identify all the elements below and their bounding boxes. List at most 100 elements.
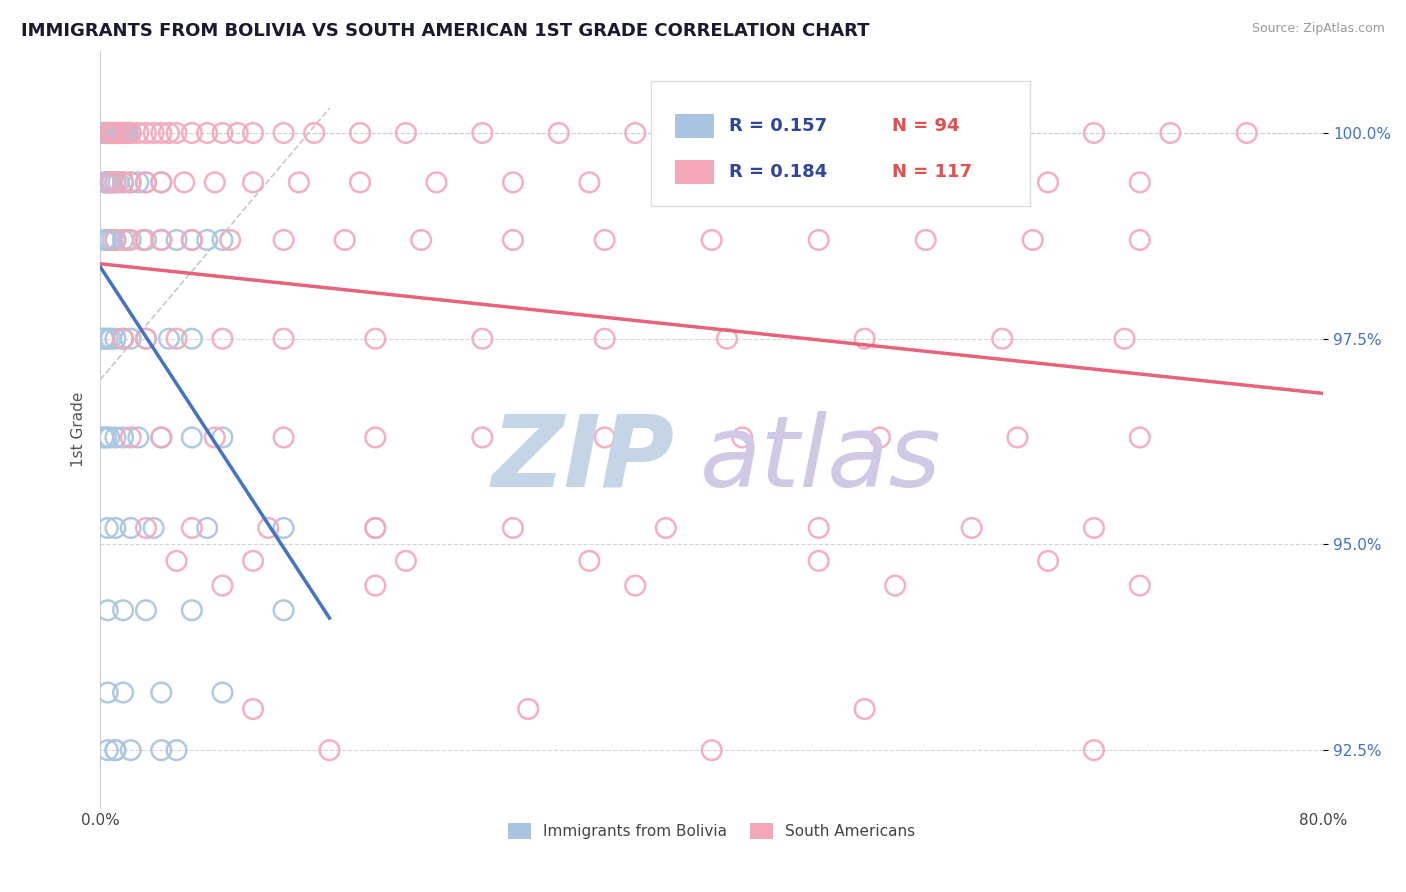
Point — [166, 743, 188, 757]
Point — [98, 175, 121, 189]
Point — [100, 126, 122, 140]
Point — [219, 233, 242, 247]
Point — [112, 175, 135, 189]
Point — [180, 233, 202, 247]
Point — [100, 175, 122, 189]
Point — [242, 126, 264, 140]
Point — [117, 126, 139, 140]
Point — [120, 233, 142, 247]
Text: R = 0.157: R = 0.157 — [728, 118, 827, 136]
Point — [100, 126, 122, 140]
Point — [166, 332, 188, 346]
Point — [104, 126, 127, 140]
Point — [853, 175, 876, 189]
Point — [364, 521, 387, 535]
Point — [853, 702, 876, 716]
Point — [108, 126, 131, 140]
Point — [471, 332, 494, 346]
Point — [98, 126, 121, 140]
Point — [1022, 233, 1045, 247]
Point — [135, 521, 157, 535]
Point — [273, 233, 295, 247]
Bar — [675, 160, 714, 184]
Point — [166, 233, 188, 247]
Point — [101, 126, 124, 140]
Point — [120, 126, 142, 140]
Text: atlas: atlas — [699, 411, 941, 508]
Point — [578, 175, 600, 189]
Point — [547, 126, 569, 140]
Point — [150, 430, 173, 444]
Point — [112, 126, 135, 140]
Point — [100, 332, 122, 346]
Y-axis label: 1st Grade: 1st Grade — [72, 392, 86, 467]
Point — [1083, 521, 1105, 535]
Point — [700, 233, 723, 247]
Point — [157, 332, 180, 346]
Text: N = 117: N = 117 — [891, 163, 972, 181]
Point — [624, 126, 647, 140]
Point — [173, 175, 195, 189]
Text: ZIP: ZIP — [492, 411, 675, 508]
Point — [211, 332, 233, 346]
Point — [929, 126, 952, 140]
Point — [97, 126, 120, 140]
Point — [1036, 175, 1059, 189]
Point — [96, 430, 118, 444]
Point — [98, 126, 121, 140]
Point — [101, 175, 124, 189]
Point — [1129, 430, 1152, 444]
Point — [117, 126, 139, 140]
Point — [273, 126, 295, 140]
Point — [112, 332, 135, 346]
Text: Source: ZipAtlas.com: Source: ZipAtlas.com — [1251, 22, 1385, 36]
Point — [180, 430, 202, 444]
Point — [150, 233, 173, 247]
Point — [578, 554, 600, 568]
Point — [364, 521, 387, 535]
Point — [101, 126, 124, 140]
Point — [700, 743, 723, 757]
Point — [884, 578, 907, 592]
Bar — [675, 114, 714, 138]
Point — [91, 126, 114, 140]
Point — [104, 175, 127, 189]
Point — [1159, 126, 1181, 140]
Point — [127, 175, 149, 189]
Point — [135, 126, 157, 140]
Point — [180, 603, 202, 617]
Point — [180, 233, 202, 247]
Point — [166, 554, 188, 568]
Point — [471, 126, 494, 140]
Point — [195, 126, 218, 140]
Point — [104, 332, 127, 346]
Text: R = 0.184: R = 0.184 — [728, 163, 827, 181]
Point — [93, 126, 115, 140]
Point — [96, 233, 118, 247]
Point — [195, 521, 218, 535]
Point — [150, 175, 173, 189]
Point — [91, 430, 114, 444]
Point — [103, 126, 125, 140]
Point — [150, 233, 173, 247]
Point — [104, 126, 127, 140]
Point — [502, 233, 524, 247]
Point — [97, 603, 120, 617]
Point — [778, 126, 800, 140]
Point — [945, 175, 967, 189]
Point — [132, 233, 155, 247]
Point — [211, 578, 233, 592]
Legend: Immigrants from Bolivia, South Americans: Immigrants from Bolivia, South Americans — [502, 817, 921, 846]
Point — [97, 521, 120, 535]
Point — [1129, 233, 1152, 247]
Point — [1036, 554, 1059, 568]
Point — [120, 521, 142, 535]
Point — [226, 126, 249, 140]
Point — [349, 126, 371, 140]
Point — [120, 430, 142, 444]
Point — [104, 233, 127, 247]
Point — [624, 578, 647, 592]
Point — [117, 233, 139, 247]
Point — [869, 430, 891, 444]
Point — [273, 430, 295, 444]
